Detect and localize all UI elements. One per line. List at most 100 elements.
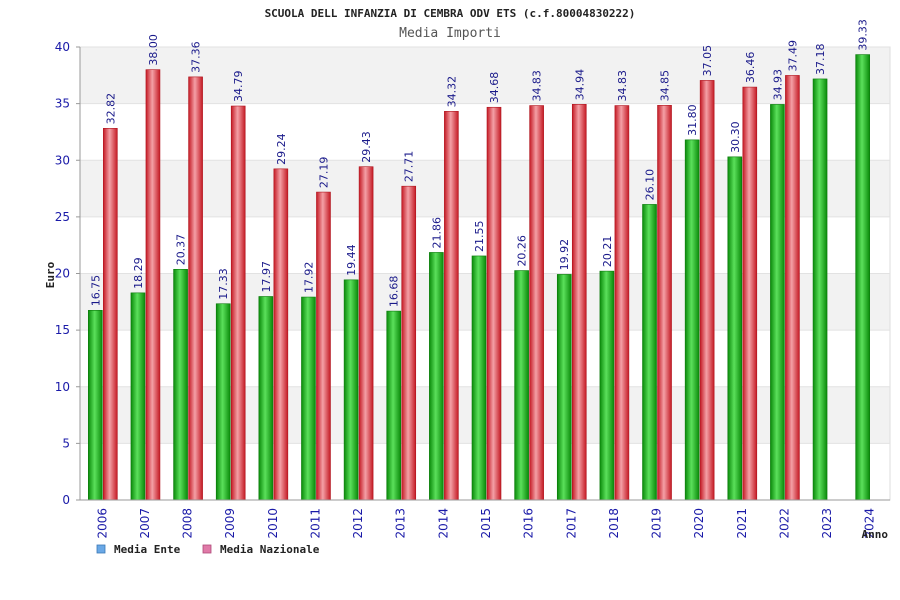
bar-media-nazionale [145, 69, 161, 501]
bar-media-ente [343, 279, 359, 501]
data-label: 39.33 [857, 19, 870, 51]
data-label: 34.94 [573, 69, 586, 101]
data-label: 20.26 [516, 235, 529, 267]
legend-swatch-ente [96, 544, 106, 554]
bar-media-nazionale [742, 86, 758, 501]
data-label: 16.75 [89, 275, 102, 307]
legend-label-nazionale: Media Nazionale [220, 543, 320, 556]
x-tick-label: 2019 [650, 508, 664, 539]
x-tick-label: 2021 [735, 508, 749, 539]
x-tick-label: 2022 [777, 508, 791, 539]
data-label: 17.33 [217, 268, 230, 299]
data-label: 19.44 [345, 244, 358, 276]
x-tick-label: 2017 [564, 508, 578, 539]
bar-media-ente [130, 292, 146, 501]
bar-media-nazionale [230, 105, 246, 501]
bar-media-ente [215, 303, 231, 501]
bar-media-ente [301, 296, 316, 501]
bar-media-ente [599, 270, 615, 501]
y-axis-ticks: 0 5 10 15 20 25 30 35 40 [55, 40, 80, 507]
data-label: 20.21 [601, 236, 614, 268]
bar-media-nazionale [486, 106, 502, 501]
bar-media-ente [173, 269, 188, 501]
y-axis-label: Euro [44, 261, 57, 288]
data-label: 34.32 [445, 76, 458, 108]
bar-media-ente [471, 255, 487, 501]
bar-media-ente [812, 78, 828, 501]
bars [88, 54, 870, 501]
chart-subtitle: Media Importi [399, 26, 501, 41]
x-tick-label: 2009 [223, 508, 237, 539]
bar-media-ente [727, 156, 743, 501]
data-label: 36.46 [744, 52, 757, 84]
bar-media-nazionale [614, 105, 630, 501]
data-label: 31.80 [686, 104, 699, 136]
legend: Media Ente Media Nazionale [96, 543, 320, 556]
x-axis-ticks: 2006 2007 2008 2009 2010 2011 2012 2013 2014 2015… [95, 508, 876, 539]
x-tick-label: 2018 [607, 508, 621, 539]
y-tick-label: 30 [55, 153, 70, 167]
data-label: 34.79 [232, 71, 245, 102]
data-label: 21.55 [473, 220, 486, 252]
bar-media-nazionale [358, 166, 374, 501]
y-tick-label: 20 [55, 267, 70, 281]
data-label: 27.19 [317, 157, 330, 189]
bar-media-nazionale [273, 168, 289, 501]
x-tick-label: 2023 [820, 508, 834, 539]
y-tick-label: 5 [62, 436, 70, 450]
data-labels: 16.75 32.82 18.29 38.00 20.37 37.36 17.33 34.79… [89, 19, 869, 307]
x-tick-label: 2006 [95, 508, 109, 539]
y-tick-label: 15 [55, 323, 70, 337]
chart-title: SCUOLA DELL INFANZIA DI CEMBRA ODV ETS (… [265, 7, 636, 20]
data-label: 37.36 [190, 41, 203, 73]
legend-label-ente: Media Ente [114, 543, 181, 556]
x-tick-label: 2016 [522, 508, 536, 539]
bar-media-ente [258, 296, 274, 501]
bar-media-ente [514, 270, 529, 501]
data-label: 37.49 [786, 40, 799, 72]
x-tick-label: 2024 [863, 508, 877, 539]
y-tick-label: 25 [55, 210, 70, 224]
x-tick-label: 2014 [436, 508, 450, 539]
bar-media-nazionale [571, 104, 587, 501]
bar-media-nazionale [529, 105, 544, 501]
data-label: 38.00 [147, 34, 160, 66]
x-tick-label: 2012 [351, 508, 365, 539]
data-label: 29.24 [275, 133, 288, 165]
y-tick-label: 10 [55, 380, 70, 394]
bar-media-ente [770, 104, 785, 501]
y-tick-label: 35 [55, 97, 70, 111]
bar-media-ente [88, 310, 103, 501]
data-label: 26.10 [644, 169, 657, 201]
x-tick-label: 2011 [308, 508, 322, 539]
data-label: 16.68 [388, 276, 401, 308]
data-label: 18.29 [132, 257, 145, 289]
data-label: 37.18 [814, 43, 827, 75]
bar-media-nazionale [103, 128, 118, 501]
data-label: 17.92 [302, 262, 315, 294]
bar-media-nazionale [401, 185, 417, 501]
data-label: 30.30 [729, 121, 742, 153]
data-label: 29.43 [360, 131, 373, 163]
x-axis-label: Anno [862, 528, 889, 541]
data-label: 19.92 [558, 239, 571, 271]
data-label: 34.68 [488, 72, 501, 104]
bar-media-ente [684, 139, 700, 501]
bar-media-nazionale [188, 76, 203, 501]
data-label: 34.93 [771, 69, 784, 101]
bar-media-nazionale [657, 105, 672, 501]
x-tick-label: 2008 [181, 508, 195, 539]
bar-media-nazionale [699, 80, 715, 501]
data-label: 32.82 [104, 93, 117, 125]
y-tick-label: 0 [62, 493, 70, 507]
bar-media-nazionale [444, 111, 459, 501]
bar-media-ente [556, 274, 572, 501]
bar-media-ente [855, 54, 870, 501]
data-label: 34.85 [659, 70, 672, 102]
data-label: 17.97 [260, 261, 273, 293]
x-tick-label: 2015 [479, 508, 493, 539]
x-tick-label: 2010 [266, 508, 280, 539]
x-tick-label: 2013 [394, 508, 408, 539]
y-tick-label: 40 [55, 40, 70, 54]
